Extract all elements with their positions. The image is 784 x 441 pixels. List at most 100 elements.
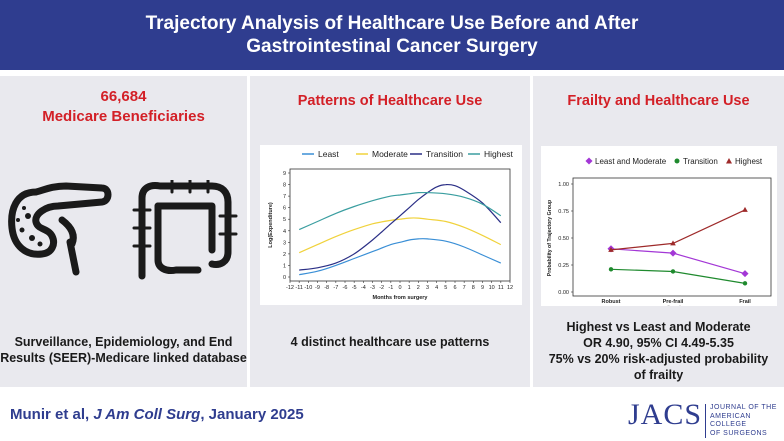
y-tick-label: 6 [283,206,286,212]
jacs-subtitle-line2: AMERICAN COLLEGE [710,412,751,429]
x-category-label: Frail [739,299,751,305]
page-title-line1: Trajectory Analysis of Healthcare Use Be… [145,13,639,34]
data-source-line1: Surveillance, Epidemiology, and End [14,335,233,349]
y-tick-label: 0 [283,275,286,281]
x-category-label: Robust [602,299,621,305]
beneficiary-label: Medicare Beneficiaries [42,108,205,125]
panel-frailty: Frailty and Healthcare Use 0.00 0.25 0.50 0… [533,76,784,387]
legend-marker-transition [674,158,680,164]
data-point-circle [670,269,676,274]
data-source-line2: Results (SEER)-Medicare linked database [0,351,247,365]
y-axis-label: Probability of Trajectory Group [547,200,553,276]
jacs-logo-subtitle: JOURNAL OF THE AMERICAN COLLEGE OF SURGE… [705,404,784,438]
jacs-subtitle-line1: JOURNAL OF THE [710,404,777,411]
y-tick-label: 8 [283,183,286,189]
x-tick-label: 6 [453,285,456,291]
data-point-diamond [669,249,677,257]
x-tick-label: 1 [408,285,411,291]
y-tick-label: 1.00 [558,182,569,188]
series-line-least [299,238,502,276]
x-tick-label: -6 [343,285,348,291]
pancreas-icon [8,182,112,276]
x-tick-label: 4 [435,285,438,291]
colon-icon [132,180,238,280]
x-tick-label: -8 [324,285,329,291]
frailty-heading: Frailty and Healthcare Use [567,93,750,109]
y-tick-label: 0.25 [558,263,569,269]
x-tick-label: 10 [489,285,495,291]
x-axis-label: Months from surgery [372,295,428,301]
page-title-line2: Gastrointestinal Cancer Surgery [246,36,538,57]
legend-marker-least-moderate [585,157,593,165]
data-point-diamond [741,270,749,278]
x-tick-label: 7 [463,285,466,291]
x-tick-label: 9 [481,285,484,291]
legend-label-moderate: Moderate [372,149,408,159]
citation-journal: J Am Coll Surg [93,406,201,423]
x-category-label: Pre-frail [663,299,684,305]
panel-patterns: Patterns of Healthcare Use 0 1 2 3 4 5 6 7 8 9 -12… [250,76,530,387]
patterns-heading: Patterns of Healthcare Use [297,93,483,109]
y-tick-label: 9 [283,171,286,177]
y-tick-label: 0.50 [558,236,569,242]
x-tick-label: 2 [417,285,420,291]
legend-label-1: Transition [683,157,718,166]
frailty-caption-line2: OR 4.90, 95% CI 4.49-5.35 [583,336,734,350]
x-tick-label: -1 [388,285,393,291]
data-point-triangle [742,206,748,212]
frailty-caption-line1: Highest vs Least and Moderate [566,320,751,334]
legend-label-0: Least and Moderate [595,157,667,166]
y-tick-label: 1 [283,263,286,269]
header-banner: Trajectory Analysis of Healthcare Use Be… [0,0,784,70]
legend-label-transition: Transition [426,149,463,159]
y-tick-label: 4 [283,229,286,235]
y-tick-label: 0.00 [558,290,569,296]
patterns-caption: 4 distinct healthcare use patterns [290,335,490,349]
y-tick-label: 3 [283,240,286,246]
data-point-triangle [670,240,676,246]
chart2-background [541,146,777,306]
x-axis-label: Frailty Index [661,305,686,306]
frailty-caption-line4: of frailty [633,368,684,382]
x-tick-label: 5 [444,285,447,291]
x-tick-label: -10 [304,285,312,291]
legend-label-highest: Highest [484,149,513,159]
y-axis-label: Log(Expenditure) [268,202,274,248]
x-tick-label: -12 [286,285,294,291]
data-point-circle [608,267,614,272]
series-line-transition [299,183,502,271]
data-point-circle [742,281,748,286]
citation-date: , January 2025 [200,406,304,423]
x-tick-label: 3 [426,285,429,291]
chart1-background [260,145,522,305]
x-tick-label: -3 [370,285,375,291]
data-point-triangle [608,246,614,252]
x-tick-label: 12 [507,285,513,291]
y-tick-label: 0.75 [558,209,569,215]
panel-beneficiaries: 66,684 Medicare Beneficiaries Surveillan… [0,76,247,387]
legend-label-2: Highest [735,157,763,166]
jacs-logo: JACS [628,398,703,431]
frailty-caption-line3: 75% vs 20% risk-adjusted probability [548,352,769,366]
x-tick-label: -7 [333,285,338,291]
x-tick-label: -11 [295,285,303,291]
beneficiary-count: 66,684 [100,88,147,105]
series-line-moderate [298,217,502,254]
x-tick-label: 0 [398,285,401,291]
citation-authors: Munir et al, [10,406,94,423]
citation: Munir et al, J Am Coll Surg, January 202… [10,406,304,423]
chart2-plot-frame [572,177,772,297]
y-tick-label: 5 [283,217,286,223]
legend-label-least: Least [318,149,339,159]
jacs-subtitle-line3: OF SURGEONS [710,429,768,437]
y-tick-label: 2 [283,252,286,258]
x-tick-label: 8 [472,285,475,291]
x-tick-label: 11 [498,285,504,291]
x-tick-label: -5 [352,285,357,291]
x-tick-label: -2 [379,285,384,291]
series-line-highest [298,191,502,231]
x-tick-label: -9 [315,285,320,291]
y-tick-label: 7 [283,194,286,200]
